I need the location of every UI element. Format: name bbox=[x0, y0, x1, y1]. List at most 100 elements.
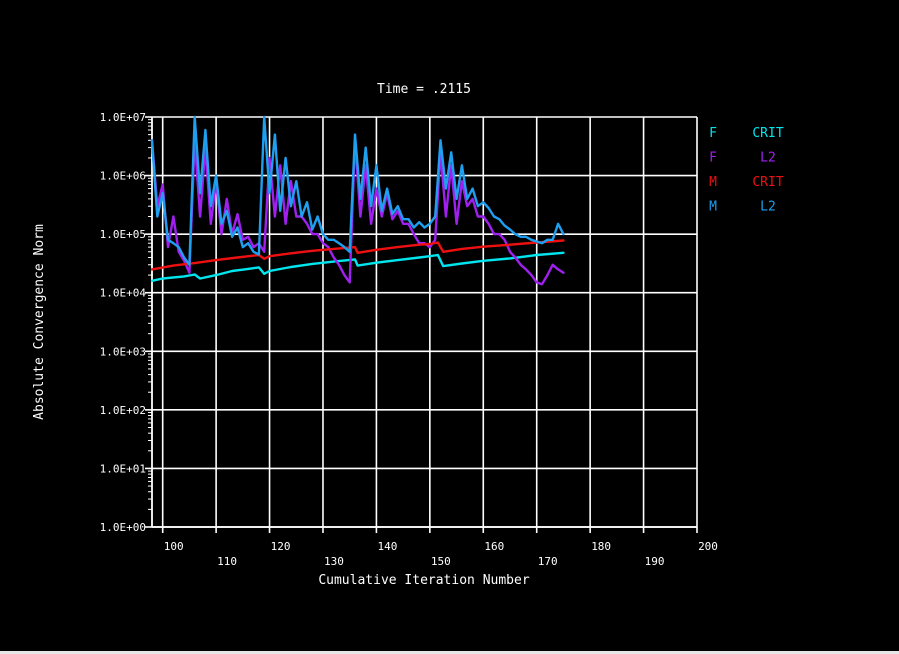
series-2-point bbox=[241, 238, 244, 241]
series-1-point bbox=[482, 259, 485, 262]
legend: F CRIT F L2 M CRIT M L2 bbox=[709, 126, 784, 215]
series-2-point bbox=[279, 164, 282, 167]
series-3-point bbox=[215, 259, 218, 262]
y-tick-label: 1.0E+05 bbox=[100, 228, 146, 241]
legend-marker-label: F bbox=[709, 151, 717, 166]
legend-series-label: L2 bbox=[760, 200, 776, 215]
series-1-point bbox=[442, 265, 445, 267]
series-1-point bbox=[418, 256, 421, 259]
series-4-point bbox=[498, 218, 501, 221]
series-3-point bbox=[193, 262, 196, 265]
series-2-point bbox=[380, 215, 383, 218]
series-3-point bbox=[418, 243, 421, 246]
series-2-point bbox=[498, 233, 501, 236]
series-1-point bbox=[263, 272, 266, 275]
y-tick-label: 1.0E+07 bbox=[100, 111, 146, 124]
series-2-point bbox=[477, 215, 479, 218]
series-2-point bbox=[487, 222, 490, 225]
legend-series-label: L2 bbox=[760, 151, 776, 166]
series-3-point bbox=[375, 248, 378, 251]
y-tick-label: 1.0E+00 bbox=[100, 521, 146, 534]
series-2-point bbox=[407, 222, 410, 225]
series-1-point bbox=[231, 270, 234, 272]
series-4-point bbox=[514, 233, 517, 236]
series-4-point bbox=[418, 221, 421, 224]
series-4-point bbox=[396, 205, 399, 208]
series-2-point bbox=[471, 197, 474, 200]
series-4-point bbox=[241, 246, 244, 249]
chart-title: Time = .2115 bbox=[377, 82, 471, 97]
series-2-point bbox=[327, 246, 330, 249]
series-4-point bbox=[407, 218, 410, 221]
series-2-point bbox=[273, 215, 276, 218]
series-2-point bbox=[183, 259, 185, 262]
series-2-point bbox=[161, 183, 164, 186]
series-3-point bbox=[263, 257, 266, 260]
series-2-point bbox=[455, 222, 458, 225]
series-4-point bbox=[530, 238, 533, 241]
series-2-point bbox=[509, 250, 511, 253]
series-4-point bbox=[290, 205, 292, 208]
series-4-point bbox=[161, 192, 164, 195]
series-2-point bbox=[295, 215, 298, 218]
series-4-point bbox=[188, 263, 191, 266]
series-4-point bbox=[444, 187, 447, 190]
series-4-point bbox=[466, 197, 469, 200]
series-1-point bbox=[311, 263, 314, 265]
series-4-point bbox=[557, 222, 559, 225]
series-4-point bbox=[322, 233, 324, 236]
series-3-point bbox=[332, 247, 335, 250]
series-3-point bbox=[151, 268, 153, 271]
series-1-point bbox=[257, 266, 260, 269]
series-3-point bbox=[442, 250, 445, 253]
series-4-point bbox=[493, 215, 495, 218]
series-3-point bbox=[356, 251, 359, 254]
y-tick-label: 1.0E+02 bbox=[100, 404, 146, 417]
series-1-point bbox=[535, 254, 538, 256]
y-tick-label: 1.0E+03 bbox=[100, 345, 146, 358]
series-2-point bbox=[503, 238, 506, 241]
series-3-point bbox=[436, 241, 439, 244]
series-2-point bbox=[332, 256, 335, 259]
series-2-point bbox=[284, 222, 287, 225]
series-4-point bbox=[327, 238, 330, 241]
series-1-point bbox=[562, 251, 565, 254]
series-2-point bbox=[514, 256, 517, 259]
x-tick-label: 200 bbox=[698, 540, 718, 553]
series-4-point bbox=[306, 201, 308, 204]
series-1-point bbox=[183, 275, 185, 278]
x-tick-label: 110 bbox=[217, 555, 237, 568]
series-2-point bbox=[311, 233, 314, 236]
series-4-point bbox=[439, 139, 442, 142]
series-2-point bbox=[343, 274, 346, 276]
series-4-point bbox=[209, 205, 212, 208]
series-2-point bbox=[541, 283, 543, 286]
series-4-point bbox=[412, 226, 415, 229]
series-1-point bbox=[354, 258, 356, 261]
series-2-point bbox=[359, 215, 362, 218]
series-1-point bbox=[193, 273, 196, 276]
x-tick-label: 150 bbox=[431, 555, 451, 568]
series-4-point bbox=[386, 187, 388, 190]
series-1-point bbox=[199, 277, 201, 280]
x-tick-label: 100 bbox=[164, 540, 184, 553]
series-4-point bbox=[204, 129, 207, 131]
series-4-point bbox=[370, 205, 372, 208]
series-1-point bbox=[375, 261, 378, 264]
series-4-point bbox=[151, 139, 153, 142]
series-4-point bbox=[300, 215, 303, 218]
series-2-point bbox=[290, 180, 292, 183]
series-4-point bbox=[509, 228, 511, 231]
series-1-point bbox=[396, 259, 399, 262]
series-4-point bbox=[519, 235, 522, 238]
series-2-point bbox=[370, 222, 372, 225]
series-2-point bbox=[434, 238, 437, 241]
series-2-point bbox=[391, 218, 394, 221]
series-4-point bbox=[252, 250, 255, 253]
series-2-point bbox=[348, 281, 351, 284]
legend-marker-label: M bbox=[709, 200, 717, 215]
series-line-4 bbox=[150, 115, 565, 266]
series-4-point bbox=[541, 242, 543, 245]
series-4-point bbox=[450, 151, 453, 154]
series-1-point bbox=[461, 262, 463, 265]
